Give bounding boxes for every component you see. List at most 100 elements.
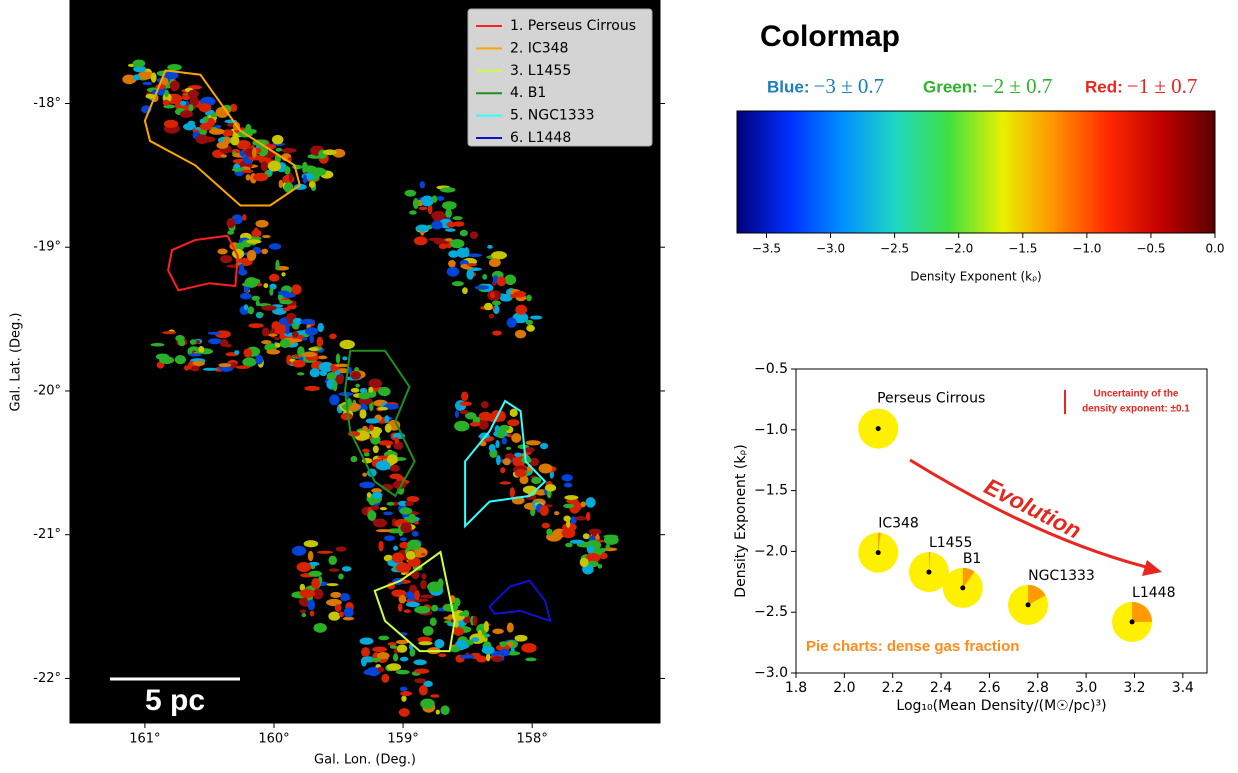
emission-blob — [420, 580, 427, 589]
emission-blob — [399, 708, 410, 717]
emission-blob — [515, 305, 527, 315]
emission-blob — [460, 410, 469, 414]
emission-blob — [379, 440, 393, 445]
emission-blob — [599, 548, 606, 553]
emission-blob — [463, 610, 469, 617]
emission-blob — [268, 333, 277, 336]
emission-blob — [482, 646, 495, 654]
emission-blob — [167, 64, 182, 71]
emission-blob — [507, 622, 514, 632]
emission-blob — [261, 249, 268, 255]
emission-blob — [470, 231, 478, 239]
emission-blob — [133, 74, 140, 80]
emission-blob — [563, 504, 574, 508]
emission-blob — [249, 129, 257, 134]
emission-blob — [521, 643, 536, 653]
emission-blob — [191, 366, 199, 372]
emission-blob — [413, 198, 419, 209]
emission-blob — [406, 602, 420, 608]
emission-blob — [440, 187, 455, 192]
emission-blob — [302, 352, 317, 357]
emission-blob — [546, 529, 552, 536]
emission-blob — [317, 337, 323, 348]
emission-blob — [302, 162, 308, 172]
x-tick-label: −2.0 — [944, 242, 973, 256]
emission-blob — [275, 260, 279, 271]
emission-blob — [267, 349, 281, 354]
emission-blob — [278, 290, 290, 295]
emission-blob — [178, 339, 185, 346]
emission-blob — [300, 319, 315, 325]
emission-blob — [462, 287, 468, 294]
y-tick-label: −1.0 — [754, 422, 788, 438]
emission-blob — [423, 626, 434, 636]
emission-blob — [575, 516, 587, 521]
emission-blob — [371, 429, 380, 438]
emission-blob — [530, 315, 542, 319]
range-value: −1 ± 0.7 — [1127, 74, 1198, 98]
emission-blob — [338, 574, 344, 580]
emission-blob — [275, 148, 282, 152]
emission-blob — [497, 276, 507, 286]
emission-blob — [431, 221, 442, 230]
emission-blob — [361, 647, 370, 657]
emission-blob — [350, 371, 361, 380]
emission-blob — [362, 449, 369, 453]
legend-label: 2. IC348 — [510, 40, 568, 56]
emission-blob — [454, 421, 469, 432]
emission-blob — [242, 357, 256, 367]
emission-blob — [246, 174, 251, 180]
emission-blob — [390, 465, 400, 472]
emission-blob — [445, 228, 456, 232]
emission-blob — [492, 629, 504, 634]
uncertainty-label: density exponent: ±0.1 — [1082, 404, 1190, 415]
emission-blob — [151, 72, 157, 82]
emission-blob — [487, 245, 493, 249]
emission-blob — [496, 455, 501, 465]
emission-blob — [196, 340, 200, 344]
emission-blob — [188, 90, 199, 99]
emission-blob — [262, 235, 271, 238]
emission-blob — [189, 353, 202, 356]
emission-blob — [545, 484, 556, 491]
emission-blob — [507, 318, 517, 328]
emission-blob — [164, 90, 168, 97]
emission-blob — [303, 175, 307, 184]
emission-blob — [513, 291, 526, 298]
y-tick-label: −0.5 — [754, 361, 788, 377]
emission-blob — [227, 231, 234, 235]
figure: 161°160°159°158°-18°-19°-20°-21°-22°Gal.… — [0, 0, 1238, 773]
emission-blob — [414, 606, 430, 614]
y-tick-label: -21° — [33, 527, 61, 542]
emission-blob — [269, 288, 273, 296]
emission-blob — [323, 149, 337, 155]
emission-blob — [393, 653, 398, 661]
emission-blob — [279, 180, 284, 188]
emission-blob — [447, 222, 456, 228]
emission-blob — [285, 324, 289, 335]
emission-blob — [500, 643, 505, 647]
emission-blob — [540, 443, 548, 449]
emission-blob — [308, 551, 314, 561]
emission-blob — [327, 372, 337, 380]
emission-blob — [230, 135, 239, 145]
emission-blob — [564, 483, 572, 488]
emission-blob — [344, 607, 354, 617]
emission-blob — [413, 659, 426, 665]
emission-blob — [401, 695, 406, 701]
emission-blob — [398, 603, 403, 611]
emission-blob — [317, 323, 324, 332]
y-tick-label: −2.0 — [754, 543, 788, 559]
emission-blob — [514, 453, 522, 457]
emission-blob — [248, 306, 254, 314]
legend-label: 4. B1 — [510, 85, 546, 101]
emission-blob — [311, 578, 320, 589]
emission-blob — [330, 592, 341, 598]
emission-blob — [453, 627, 464, 636]
emission-blob — [311, 167, 326, 176]
emission-blob — [408, 593, 413, 601]
emission-blob — [333, 381, 338, 392]
emission-blob — [430, 617, 437, 625]
emission-blob — [438, 653, 446, 657]
emission-blob — [203, 116, 209, 122]
